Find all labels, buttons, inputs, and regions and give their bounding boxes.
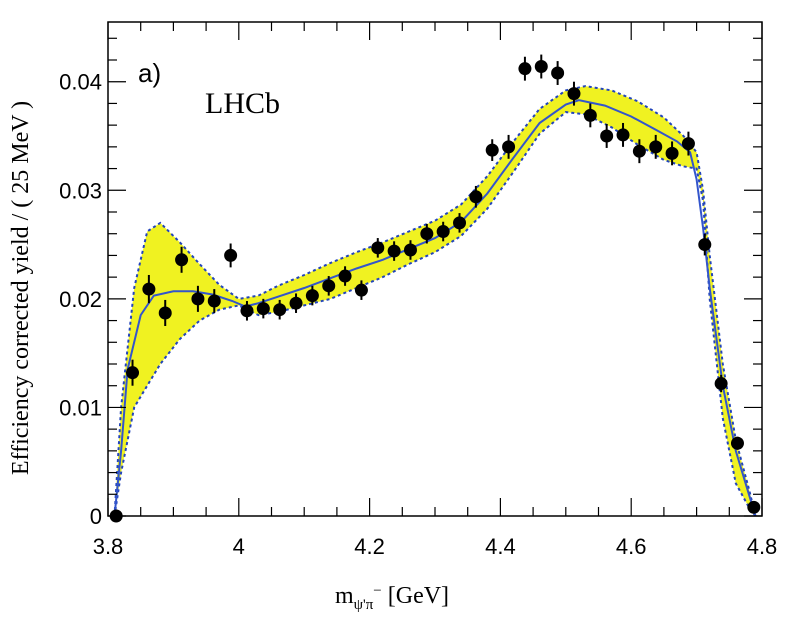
data-point	[502, 140, 516, 154]
data-point	[534, 60, 548, 74]
data-point	[665, 146, 679, 160]
x-tick-label: 4	[233, 534, 245, 559]
panel-label: a)	[138, 58, 161, 88]
data-point	[632, 144, 646, 158]
data-point	[436, 225, 450, 239]
y-tick-label: 0.01	[59, 395, 102, 420]
y-axis-title: Efficiency corrected yield / ( 25 MeV )	[8, 101, 34, 475]
data-point	[158, 306, 172, 320]
y-tick-label: 0.02	[59, 287, 102, 312]
data-point	[256, 302, 270, 316]
data-point	[126, 366, 140, 380]
data-point	[191, 292, 205, 306]
data-point	[273, 303, 287, 317]
data-point	[387, 244, 401, 258]
data-point	[322, 279, 336, 293]
x-tick-label: 3.8	[93, 534, 124, 559]
data-point	[649, 140, 663, 154]
band-fill	[114, 86, 756, 516]
y-tick-label: 0	[90, 504, 102, 529]
data-point	[403, 243, 417, 257]
data-point	[305, 289, 319, 303]
x-axis-title: mψ'π− [GeV]	[335, 583, 449, 613]
uncertainty-band	[113, 85, 757, 517]
data-point	[207, 294, 221, 308]
data-point	[371, 241, 385, 255]
data-point	[240, 304, 254, 318]
data-point	[747, 500, 761, 514]
data-point	[485, 143, 499, 157]
x-tick-label: 4.8	[747, 534, 778, 559]
band-lower-edge	[113, 111, 757, 517]
data-point	[338, 269, 352, 283]
data-point	[698, 238, 712, 252]
data-point	[600, 129, 614, 143]
data-point	[567, 87, 581, 101]
data-point	[453, 216, 467, 230]
y-tick-label: 0.04	[59, 70, 102, 95]
x-axis-title-main: m	[335, 583, 354, 609]
data-points-layer	[109, 54, 761, 523]
y-tick-label: 0.03	[59, 178, 102, 203]
data-point	[518, 62, 532, 76]
data-point	[730, 436, 744, 450]
data-point	[681, 137, 695, 151]
x-tick-label: 4.4	[485, 534, 516, 559]
axis-ticks	[107, 22, 763, 517]
data-point	[224, 248, 238, 262]
x-axis-title-subscript: ψ'π	[354, 597, 374, 613]
data-point	[583, 108, 597, 122]
y-tick-labels: 0 0.01 0.02 0.03 0.04	[59, 70, 102, 529]
data-point	[354, 283, 368, 297]
x-axis-title-unit: [GeV]	[382, 583, 449, 609]
x-tick-label: 4.2	[354, 534, 385, 559]
x-tick-labels: 3.8 4 4.2 4.4 4.6 4.8	[93, 534, 778, 559]
data-point	[469, 190, 483, 204]
experiment-label: LHCb	[205, 87, 280, 120]
band-upper-edge	[113, 85, 757, 517]
data-point	[714, 377, 728, 391]
data-point	[616, 128, 630, 142]
data-point	[175, 253, 189, 267]
x-axis-title-superscript: −	[373, 583, 381, 599]
data-point	[420, 227, 434, 241]
data-point	[289, 296, 303, 310]
data-point	[142, 282, 156, 296]
data-point	[551, 66, 565, 80]
x-tick-label: 4.6	[616, 534, 647, 559]
